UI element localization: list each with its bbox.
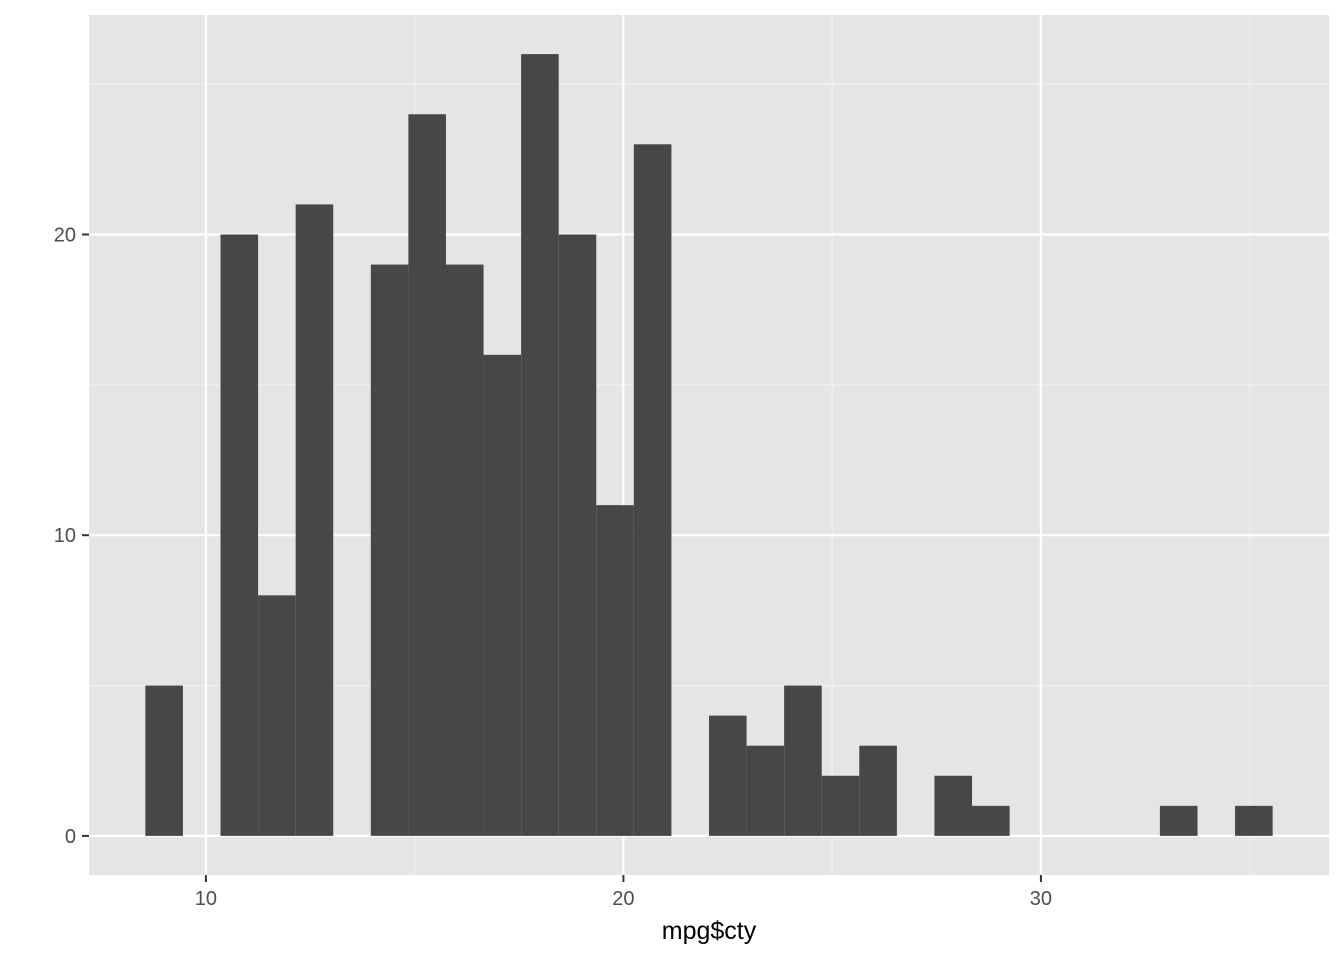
x-axis-ticks: 10 20 30 <box>195 875 1052 910</box>
histogram-bar <box>934 775 973 836</box>
y-tick-label: 10 <box>54 525 76 547</box>
histogram-bar <box>1235 805 1273 836</box>
histogram-bar <box>295 204 334 836</box>
histogram-bar <box>633 144 672 836</box>
histogram-bar <box>408 114 446 836</box>
histogram-bar <box>821 775 860 836</box>
histogram-bar <box>145 685 183 836</box>
histogram-bar <box>220 234 259 836</box>
x-axis-title: mpg$cty <box>662 917 757 945</box>
histogram-bar <box>258 595 296 836</box>
y-axis-ticks: 0 10 20 <box>54 225 89 848</box>
y-tick-label: 20 <box>54 225 76 247</box>
histogram-bar <box>1159 805 1198 836</box>
histogram-bar <box>370 264 409 836</box>
histogram-bar <box>445 264 484 836</box>
histogram-bar <box>746 745 785 836</box>
histogram-bar <box>784 685 822 836</box>
histogram-bar <box>483 354 522 836</box>
y-tick-label: 0 <box>65 826 76 848</box>
histogram-bar <box>859 745 897 836</box>
histogram-bar <box>972 805 1010 836</box>
x-tick-label: 10 <box>195 888 217 910</box>
histogram-bar <box>558 234 597 836</box>
histogram-bar <box>596 505 634 836</box>
x-tick-label: 20 <box>612 888 634 910</box>
x-tick-label: 30 <box>1030 888 1052 910</box>
histogram-bars <box>145 54 1273 836</box>
histogram-bar <box>521 54 559 836</box>
histogram-bar <box>709 715 747 836</box>
